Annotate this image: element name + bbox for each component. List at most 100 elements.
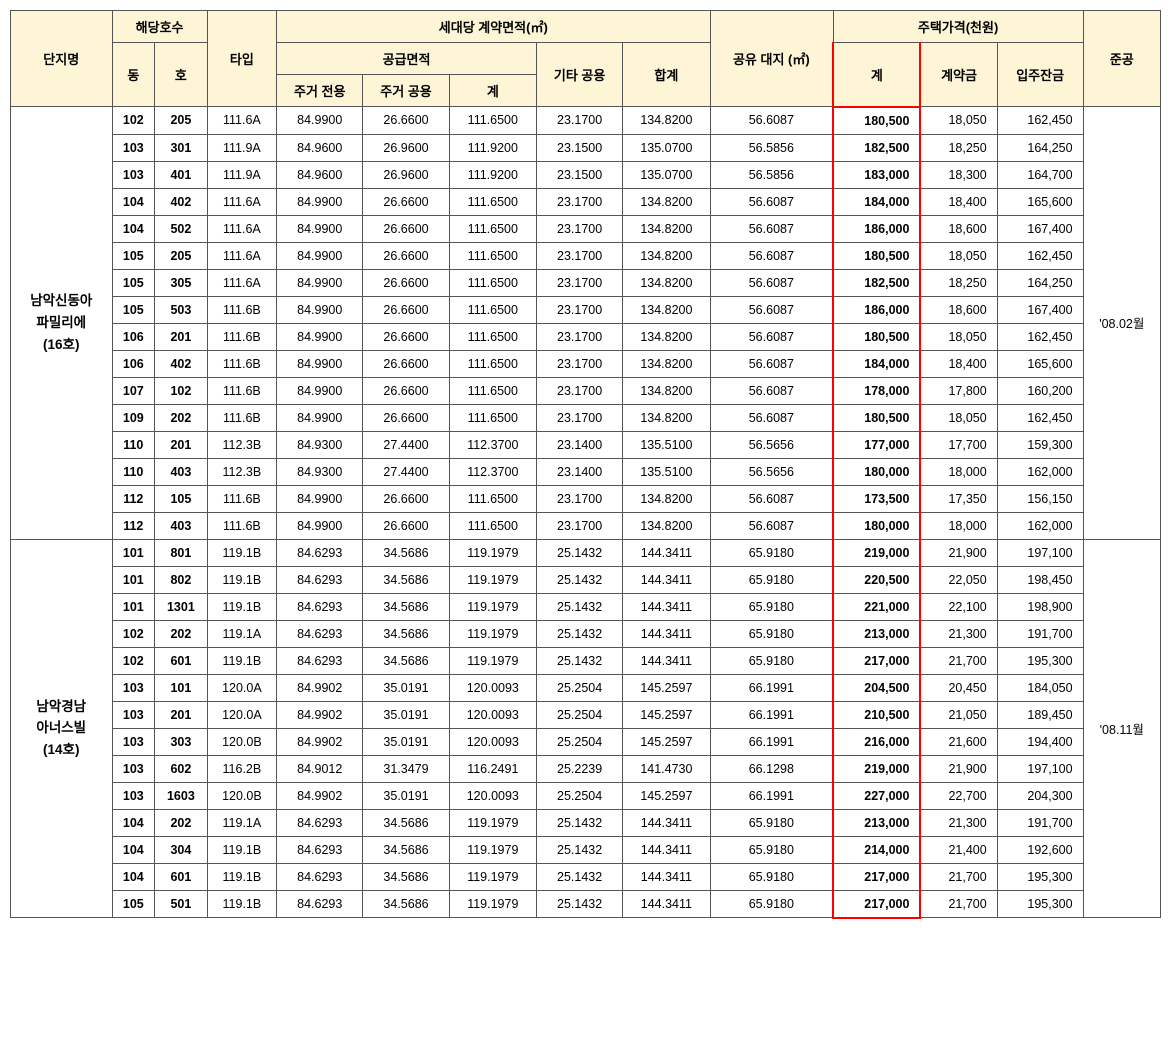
col-land-share: 공유 대지 (㎡): [710, 11, 833, 107]
cell-balance: 197,100: [997, 539, 1083, 566]
col-other-common: 기타 공용: [536, 43, 622, 107]
cell-other-common: 25.1432: [536, 566, 622, 593]
cell-dong: 105: [112, 890, 155, 918]
cell-total-area: 144.3411: [623, 863, 710, 890]
cell-ho: 201: [155, 323, 208, 350]
cell-deposit: 18,000: [920, 512, 997, 539]
cell-type: 119.1B: [207, 593, 276, 620]
cell-res-exclusive: 84.6293: [277, 890, 363, 918]
cell-price-total: 180,000: [833, 512, 920, 539]
col-price-total: 계: [833, 43, 920, 107]
cell-dong: 103: [112, 674, 155, 701]
cell-price-total: 184,000: [833, 188, 920, 215]
cell-price-total: 180,000: [833, 458, 920, 485]
cell-res-exclusive: 84.9900: [277, 188, 363, 215]
cell-land-share: 56.5856: [710, 161, 833, 188]
cell-deposit: 18,050: [920, 242, 997, 269]
cell-type: 119.1B: [207, 836, 276, 863]
cell-balance: 167,400: [997, 296, 1083, 323]
col-dong: 동: [112, 43, 155, 107]
cell-land-share: 65.9180: [710, 620, 833, 647]
cell-dong: 112: [112, 512, 155, 539]
cell-subtotal: 119.1979: [449, 863, 536, 890]
cell-res-exclusive: 84.6293: [277, 809, 363, 836]
cell-other-common: 23.1700: [536, 107, 622, 135]
cell-type: 111.9A: [207, 161, 276, 188]
cell-other-common: 25.1432: [536, 809, 622, 836]
cell-other-common: 25.1432: [536, 539, 622, 566]
cell-total-area: 134.8200: [623, 512, 710, 539]
cell-balance: 162,450: [997, 404, 1083, 431]
cell-subtotal: 111.6500: [449, 269, 536, 296]
cell-res-exclusive: 84.9900: [277, 215, 363, 242]
cell-balance: 165,600: [997, 188, 1083, 215]
col-subtotal: 계: [449, 75, 536, 107]
cell-res-common: 34.5686: [363, 890, 449, 918]
cell-res-exclusive: 84.9900: [277, 377, 363, 404]
cell-other-common: 23.1700: [536, 512, 622, 539]
cell-land-share: 65.9180: [710, 593, 833, 620]
cell-subtotal: 120.0093: [449, 701, 536, 728]
cell-other-common: 23.1700: [536, 377, 622, 404]
cell-type: 111.6B: [207, 485, 276, 512]
table-row: 101802119.1B84.629334.5686119.197925.143…: [11, 566, 1161, 593]
cell-subtotal: 119.1979: [449, 566, 536, 593]
cell-dong: 101: [112, 593, 155, 620]
cell-res-common: 34.5686: [363, 620, 449, 647]
cell-res-common: 34.5686: [363, 647, 449, 674]
cell-total-area: 144.3411: [623, 836, 710, 863]
cell-other-common: 25.2504: [536, 701, 622, 728]
cell-balance: 164,700: [997, 161, 1083, 188]
cell-ho: 1603: [155, 782, 208, 809]
cell-land-share: 66.1991: [710, 782, 833, 809]
cell-balance: 191,700: [997, 809, 1083, 836]
cell-ho: 601: [155, 647, 208, 674]
cell-deposit: 18,000: [920, 458, 997, 485]
cell-res-exclusive: 84.9600: [277, 161, 363, 188]
cell-res-common: 34.5686: [363, 809, 449, 836]
table-row: 109202111.6B84.990026.6600111.650023.170…: [11, 404, 1161, 431]
cell-type: 111.6A: [207, 188, 276, 215]
cell-balance: 167,400: [997, 215, 1083, 242]
cell-ho: 601: [155, 863, 208, 890]
cell-dong: 102: [112, 647, 155, 674]
table-row: 105501119.1B84.629334.5686119.197925.143…: [11, 890, 1161, 918]
cell-balance: 162,000: [997, 512, 1083, 539]
cell-dong: 101: [112, 566, 155, 593]
cell-balance: 189,450: [997, 701, 1083, 728]
cell-price-total: 177,000: [833, 431, 920, 458]
table-row: 104202119.1A84.629334.5686119.197925.143…: [11, 809, 1161, 836]
cell-subtotal: 119.1979: [449, 836, 536, 863]
cell-balance: 165,600: [997, 350, 1083, 377]
cell-deposit: 22,100: [920, 593, 997, 620]
cell-res-exclusive: 84.9900: [277, 107, 363, 135]
cell-total-area: 144.3411: [623, 539, 710, 566]
cell-res-common: 26.9600: [363, 161, 449, 188]
cell-res-exclusive: 84.9900: [277, 485, 363, 512]
col-res-exclusive: 주거 전용: [277, 75, 363, 107]
cell-subtotal: 111.6500: [449, 512, 536, 539]
cell-subtotal: 112.3700: [449, 431, 536, 458]
cell-subtotal: 119.1979: [449, 647, 536, 674]
cell-subtotal: 119.1979: [449, 539, 536, 566]
cell-res-common: 26.6600: [363, 377, 449, 404]
table-row: 1031603120.0B84.990235.0191120.009325.25…: [11, 782, 1161, 809]
cell-other-common: 23.1700: [536, 215, 622, 242]
cell-balance: 198,450: [997, 566, 1083, 593]
cell-other-common: 23.1700: [536, 188, 622, 215]
cell-ho: 102: [155, 377, 208, 404]
cell-land-share: 56.6087: [710, 107, 833, 135]
cell-balance: 195,300: [997, 647, 1083, 674]
cell-price-total: 180,500: [833, 404, 920, 431]
col-balance: 입주잔금: [997, 43, 1083, 107]
cell-res-common: 27.4400: [363, 458, 449, 485]
cell-subtotal: 120.0093: [449, 674, 536, 701]
cell-res-common: 26.6600: [363, 404, 449, 431]
cell-price-total: 219,000: [833, 539, 920, 566]
cell-other-common: 23.1700: [536, 485, 622, 512]
cell-total-area: 134.8200: [623, 350, 710, 377]
cell-balance: 191,700: [997, 620, 1083, 647]
cell-subtotal: 119.1979: [449, 620, 536, 647]
table-row: 110403112.3B84.930027.4400112.370023.140…: [11, 458, 1161, 485]
cell-subtotal: 111.6500: [449, 188, 536, 215]
